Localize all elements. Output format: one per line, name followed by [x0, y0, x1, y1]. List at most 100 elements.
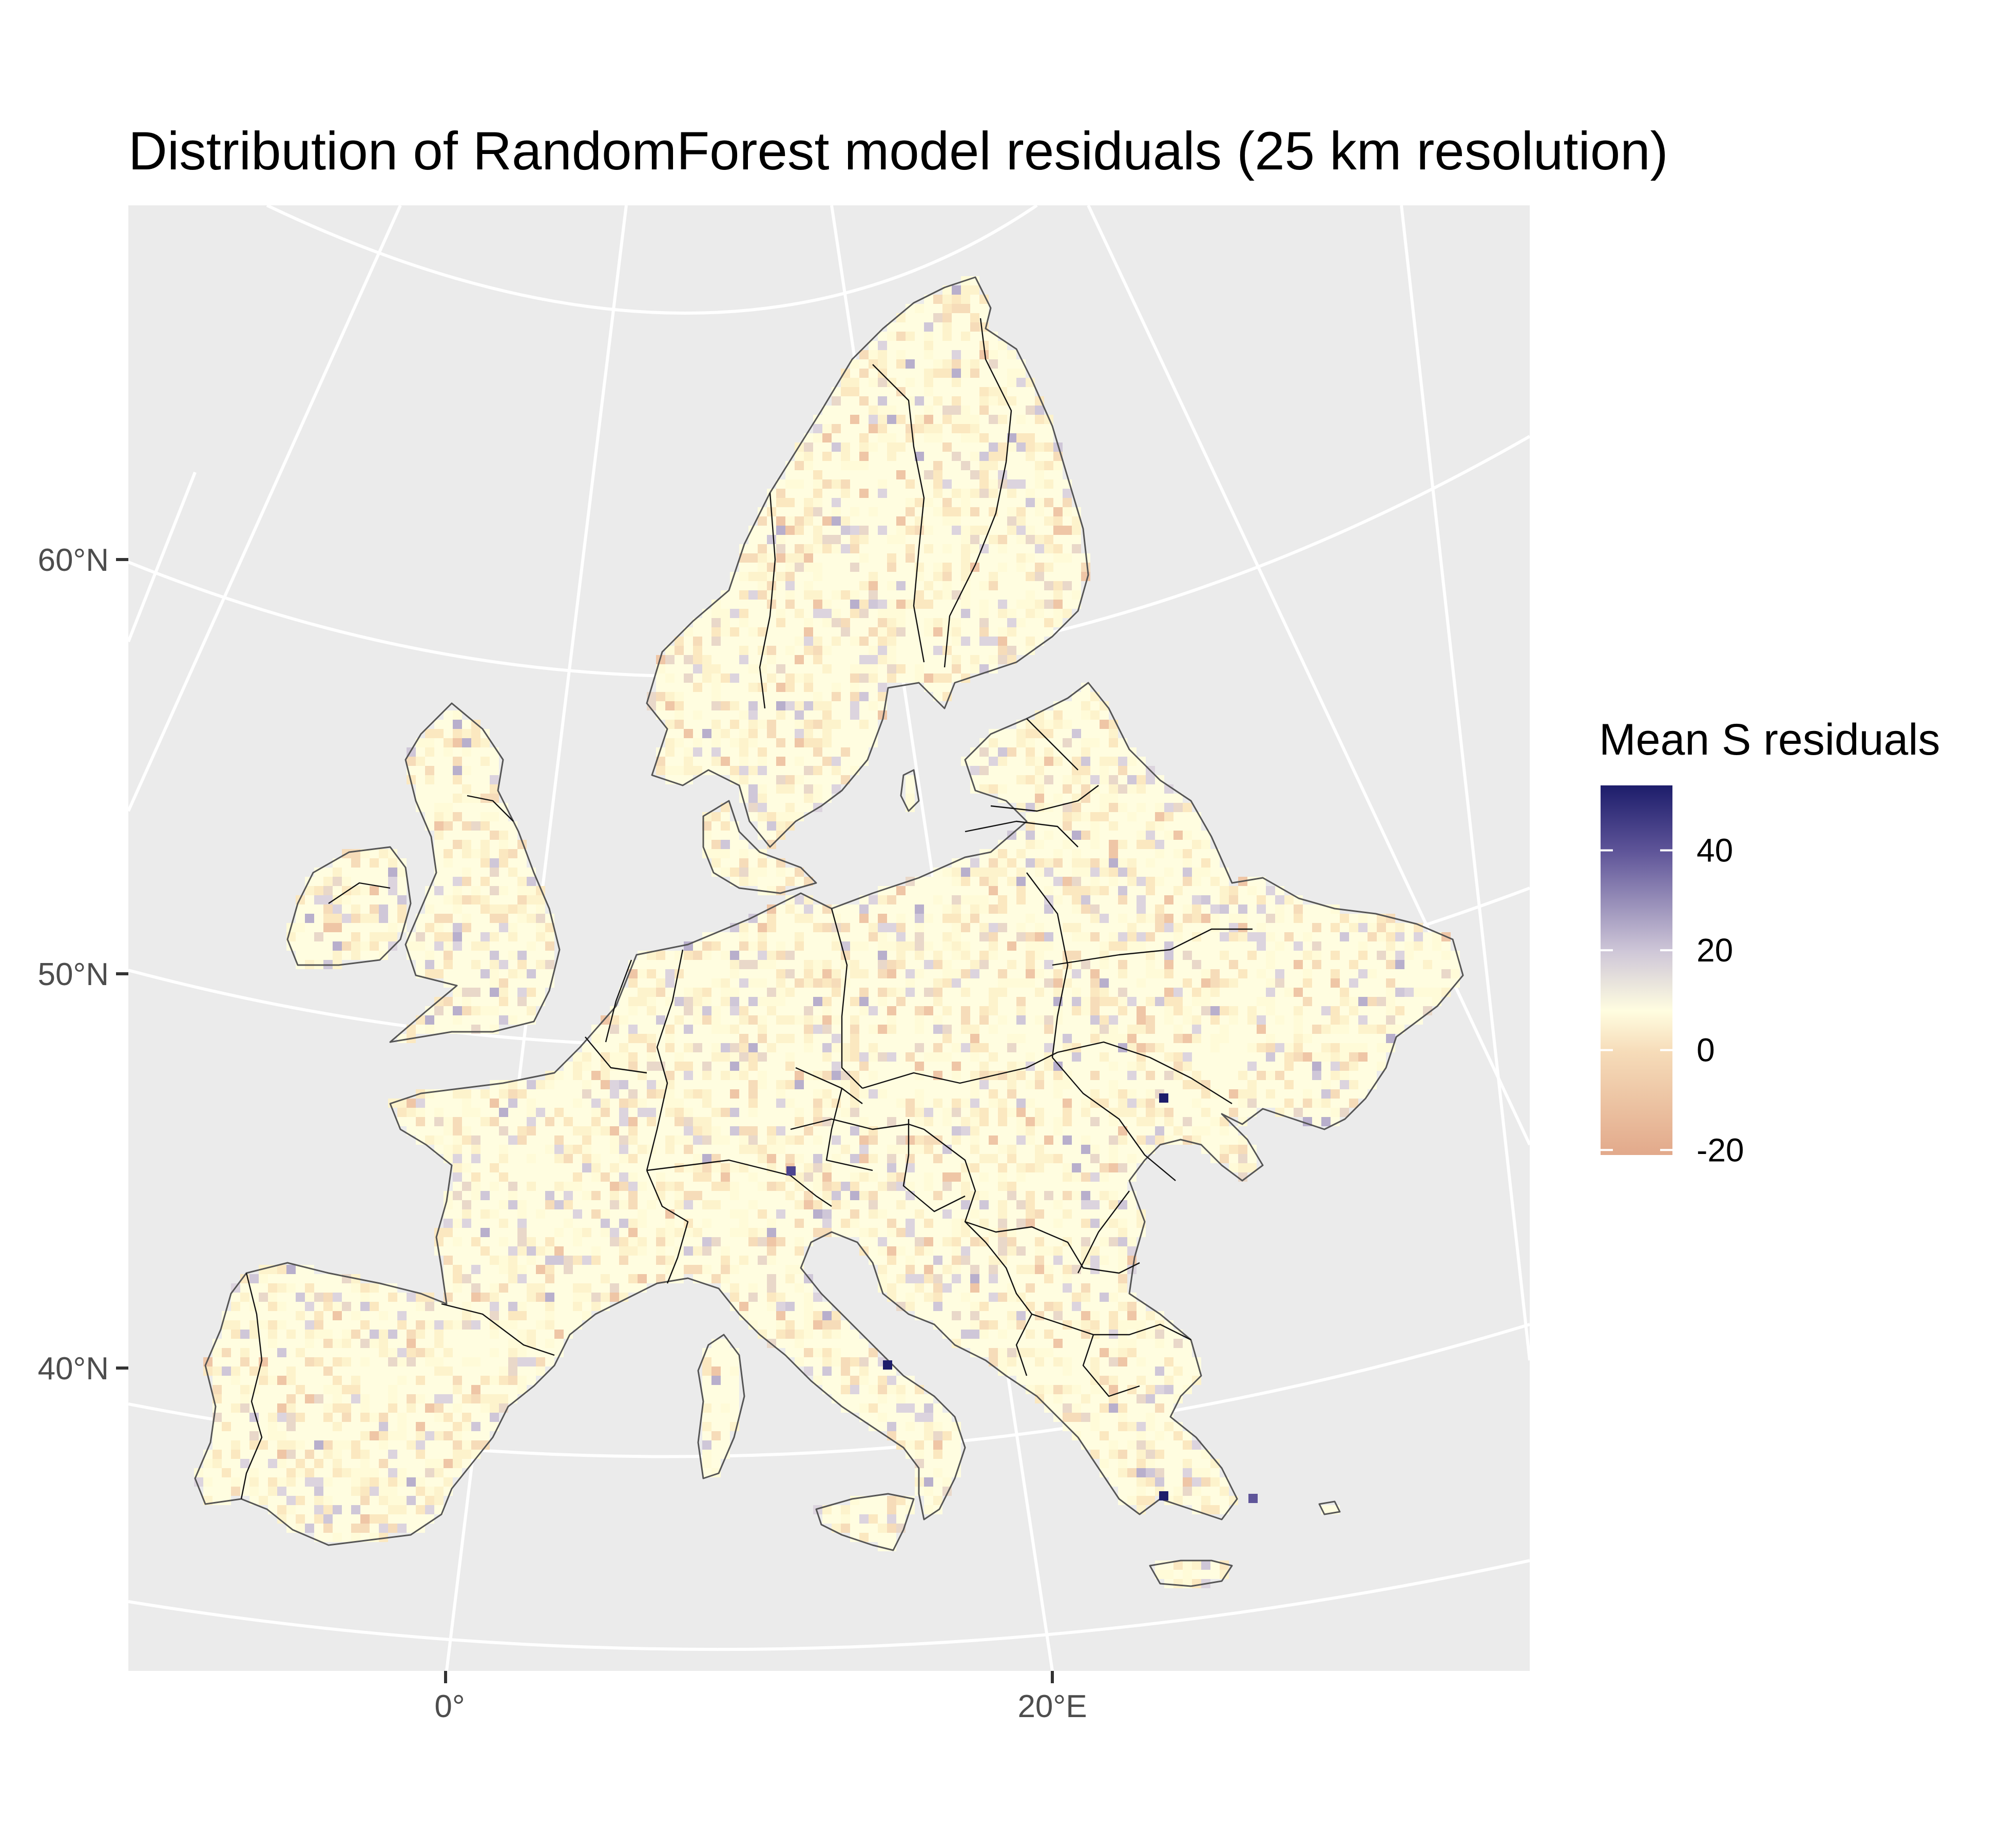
residual-cell — [425, 812, 434, 821]
residual-cell — [915, 313, 924, 322]
residual-cell — [998, 849, 1007, 858]
residual-cell — [1016, 877, 1026, 886]
residual-cell — [462, 904, 471, 914]
residual-cell — [1044, 544, 1053, 553]
residual-cell — [1321, 997, 1331, 1006]
residual-cell — [1441, 960, 1451, 969]
residual-cell — [841, 904, 850, 914]
residual-cell — [1164, 1052, 1173, 1062]
residual-cell — [702, 1015, 711, 1025]
residual-cell — [471, 886, 480, 895]
residual-cell — [887, 424, 896, 433]
residual-cell — [906, 378, 915, 387]
residual-cell — [693, 729, 702, 738]
residual-cell — [1247, 904, 1257, 914]
residual-cell — [1007, 526, 1016, 535]
residual-cell — [1238, 1015, 1247, 1025]
residual-cell — [619, 1015, 628, 1025]
residual-cell — [850, 1062, 859, 1071]
residual-cell — [822, 415, 832, 424]
residual-cell — [416, 794, 425, 803]
residual-cell — [942, 655, 952, 664]
residual-cell — [554, 1071, 564, 1080]
residual-cell — [878, 1006, 887, 1015]
residual-cell — [601, 1135, 610, 1145]
residual-cell — [619, 1135, 628, 1145]
residual-cell — [887, 997, 896, 1006]
residual-cell — [1109, 923, 1118, 932]
residual-cell — [591, 1099, 601, 1108]
residual-cell — [1173, 923, 1183, 932]
residual-cell — [462, 720, 471, 729]
residual-cell — [795, 526, 804, 535]
residual-cell — [1081, 794, 1090, 803]
residual-cell — [767, 710, 776, 720]
residual-cell — [628, 1080, 638, 1089]
residual-cell — [416, 757, 425, 766]
residual-cell — [1044, 840, 1053, 849]
residual-cell — [896, 359, 906, 369]
residual-cell — [804, 775, 813, 784]
residual-cell — [1220, 941, 1229, 951]
residual-cell — [1035, 1006, 1044, 1015]
residual-cell — [1155, 1025, 1164, 1034]
residual-cell — [647, 969, 656, 978]
residual-cell — [1386, 978, 1395, 988]
residual-cell — [998, 1145, 1007, 1154]
residual-cell — [1053, 1108, 1063, 1117]
residual-cell — [1044, 489, 1053, 498]
residual-cell — [1090, 1034, 1100, 1043]
residual-cell — [684, 1062, 693, 1071]
residual-cell — [804, 914, 813, 923]
residual-cell — [906, 941, 915, 951]
residual-cell — [933, 1034, 942, 1043]
residual-cell — [906, 359, 915, 369]
residual-cell — [425, 1006, 434, 1015]
residual-cell — [1081, 932, 1090, 941]
residual-cell — [1026, 637, 1035, 646]
residual-cell — [314, 923, 323, 932]
residual-cell — [416, 932, 425, 941]
residual-cell — [767, 766, 776, 775]
residual-cell — [887, 655, 896, 664]
residual-cell — [1072, 941, 1081, 951]
residual-cell — [1100, 951, 1109, 960]
residual-cell — [785, 1080, 795, 1089]
residual-cell — [1257, 914, 1266, 923]
residual-cell — [998, 406, 1007, 415]
residual-cell — [878, 535, 887, 544]
residual-cell — [758, 1089, 767, 1099]
residual-cell — [952, 914, 961, 923]
residual-cell — [767, 1108, 776, 1117]
residual-cell — [1007, 359, 1016, 369]
residual-cell — [961, 553, 970, 563]
residual-cell — [1044, 803, 1053, 812]
residual-cell — [822, 747, 832, 757]
residual-cell — [1053, 1071, 1063, 1080]
residual-cell — [1284, 1043, 1294, 1052]
residual-cell — [730, 1006, 739, 1015]
residual-cell — [1247, 941, 1257, 951]
residual-cell — [490, 988, 499, 997]
residual-cell — [1275, 1043, 1284, 1052]
residual-cell — [554, 1145, 564, 1154]
residual-cell — [1312, 923, 1321, 932]
residual-cell — [795, 655, 804, 664]
residual-cell — [564, 1135, 573, 1145]
residual-cell — [536, 941, 545, 951]
residual-cell — [1321, 1117, 1331, 1126]
residual-cell — [1414, 988, 1423, 997]
residual-cell — [887, 1126, 896, 1135]
residual-cell — [869, 572, 878, 581]
residual-cell — [453, 1135, 462, 1145]
residual-cell — [1349, 1034, 1358, 1043]
residual-cell — [795, 618, 804, 627]
residual-cell — [970, 507, 979, 516]
residual-cell — [776, 664, 785, 673]
residual-cell — [961, 951, 970, 960]
residual-cell — [1257, 1071, 1266, 1080]
residual-cell — [721, 1025, 730, 1034]
residual-cell — [462, 969, 471, 978]
residual-cell — [517, 1108, 527, 1117]
residual-cell — [314, 877, 323, 886]
